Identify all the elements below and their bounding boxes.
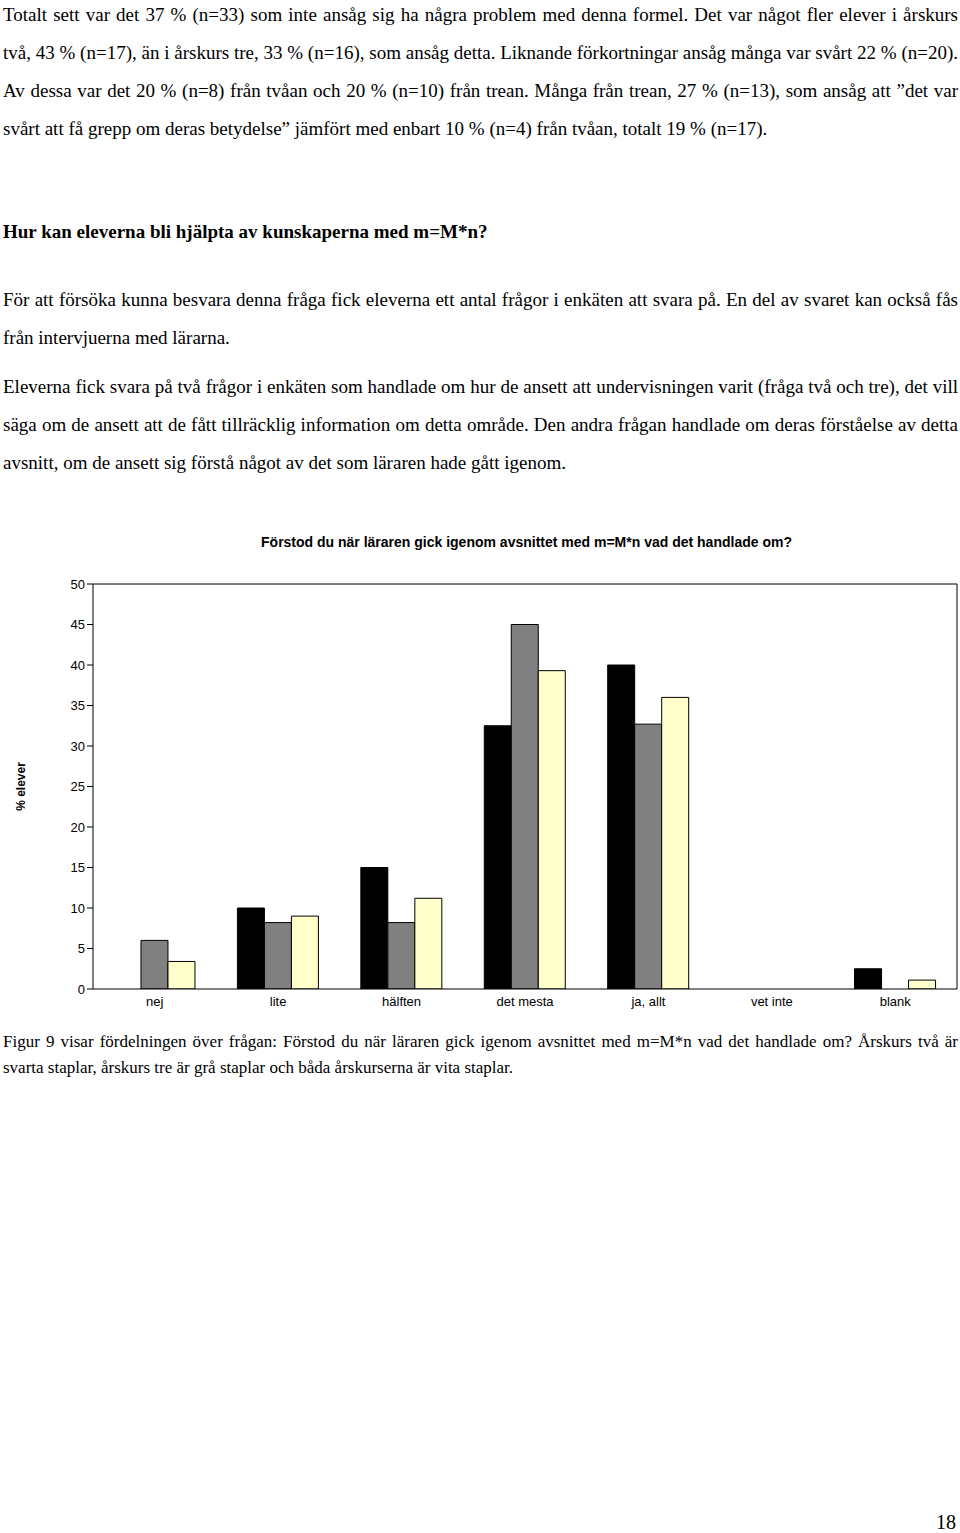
- svg-text:0: 0: [78, 982, 85, 997]
- svg-text:nej: nej: [146, 994, 163, 1009]
- svg-text:10: 10: [71, 901, 85, 916]
- svg-text:% elever: % elever: [14, 762, 28, 811]
- svg-text:hälften: hälften: [382, 994, 421, 1009]
- svg-text:30: 30: [71, 739, 85, 754]
- html-text:Förstod du när läraren gick ig: Förstod du när läraren gick igenom avsni…: [261, 534, 792, 550]
- svg-text:blank: blank: [880, 994, 912, 1009]
- html-text:Totalt sett var det 37 % (n=33: Totalt sett var det 37 % (n=33) som inte…: [3, 4, 958, 139]
- svg-text:50: 50: [71, 577, 85, 592]
- svg-text:vet inte: vet inte: [751, 994, 793, 1009]
- svg-text:20: 20: [71, 820, 85, 835]
- svg-text:ja, allt: ja, allt: [630, 994, 665, 1009]
- html-text:Figur 9 visar fördelningen öve: Figur 9 visar fördelningen över frågan: …: [3, 1032, 958, 1077]
- svg-text:15: 15: [71, 860, 85, 875]
- svg-text:35: 35: [71, 698, 85, 713]
- html-text:Eleverna fick svara på två frå: Eleverna fick svara på två frågor i enkä…: [3, 376, 958, 473]
- svg-text:det mesta: det mesta: [496, 994, 554, 1009]
- svg-text:5: 5: [78, 941, 85, 956]
- html-text:Hur kan eleverna bli hjälpta a: Hur kan eleverna bli hjälpta av kunskape…: [3, 221, 488, 242]
- svg-text:40: 40: [71, 658, 85, 673]
- svg-text:lite: lite: [270, 994, 287, 1009]
- html-text:18: 18: [936, 1511, 956, 1533]
- svg-text:25: 25: [71, 779, 85, 794]
- svg-text:45: 45: [71, 617, 85, 632]
- html-text:För att försöka kunna besvara: För att försöka kunna besvara denna fråg…: [3, 289, 958, 348]
